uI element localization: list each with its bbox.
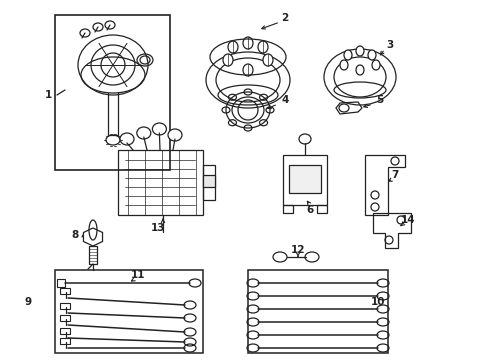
Ellipse shape <box>356 65 364 75</box>
Text: 9: 9 <box>24 297 31 307</box>
Bar <box>203 165 215 200</box>
Bar <box>118 150 203 215</box>
Ellipse shape <box>223 54 233 66</box>
Text: 4: 4 <box>281 95 289 105</box>
Text: 10: 10 <box>371 297 385 307</box>
Text: 8: 8 <box>72 230 78 240</box>
Ellipse shape <box>120 133 134 145</box>
Ellipse shape <box>168 129 182 141</box>
Ellipse shape <box>263 54 273 66</box>
Bar <box>248 270 388 353</box>
Ellipse shape <box>105 21 115 29</box>
Bar <box>317 205 327 213</box>
Bar <box>60 303 70 309</box>
Bar <box>55 15 170 170</box>
Text: 1: 1 <box>45 90 51 100</box>
Ellipse shape <box>80 29 90 37</box>
Bar <box>89 246 97 264</box>
Text: 11: 11 <box>131 270 145 280</box>
Bar <box>60 288 70 294</box>
Bar <box>283 155 327 205</box>
Bar <box>57 279 65 287</box>
Ellipse shape <box>368 50 376 60</box>
Bar <box>60 338 70 344</box>
Text: 7: 7 <box>392 170 399 180</box>
Bar <box>289 165 321 193</box>
Ellipse shape <box>101 53 125 77</box>
Text: 5: 5 <box>376 95 384 105</box>
Ellipse shape <box>258 41 268 53</box>
Bar <box>203 175 215 187</box>
Ellipse shape <box>137 127 151 139</box>
Bar <box>55 270 203 353</box>
Ellipse shape <box>243 37 253 49</box>
Ellipse shape <box>340 60 348 70</box>
Bar <box>60 328 70 334</box>
Text: 2: 2 <box>281 13 289 23</box>
Text: 3: 3 <box>387 40 393 50</box>
Ellipse shape <box>372 60 380 70</box>
Text: 12: 12 <box>291 245 305 255</box>
Ellipse shape <box>152 123 167 135</box>
Bar <box>60 315 70 321</box>
Ellipse shape <box>344 50 352 60</box>
Ellipse shape <box>228 41 238 53</box>
Bar <box>283 205 293 213</box>
Ellipse shape <box>243 64 253 76</box>
Ellipse shape <box>356 46 364 56</box>
Text: 13: 13 <box>151 223 165 233</box>
Ellipse shape <box>93 23 103 31</box>
Text: 6: 6 <box>306 205 314 215</box>
Text: 14: 14 <box>401 215 416 225</box>
